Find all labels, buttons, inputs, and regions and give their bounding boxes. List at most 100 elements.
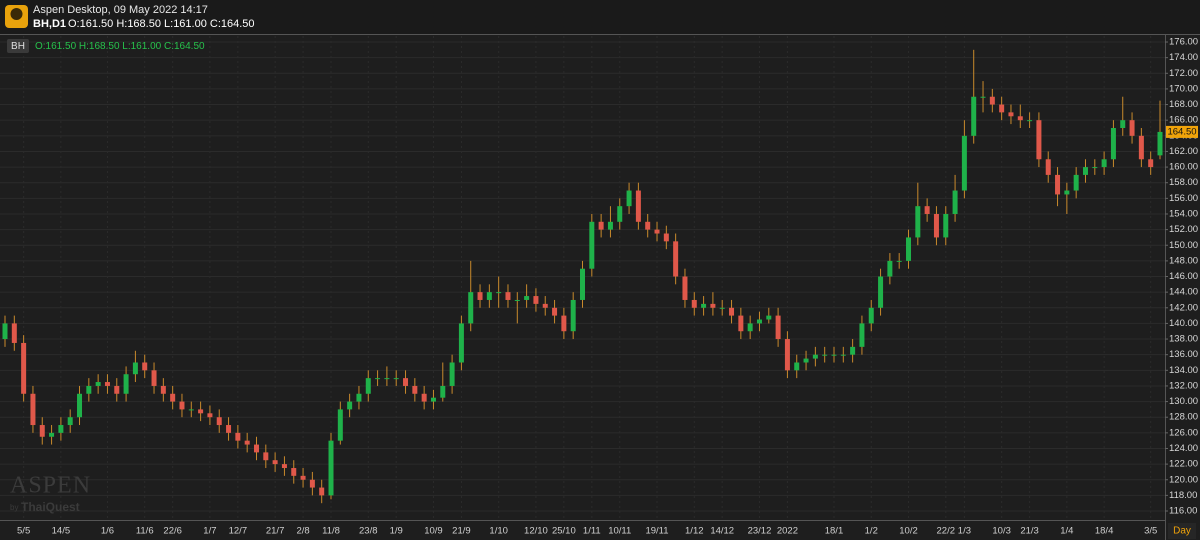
chart-ohlc: O:161.50 H:168.50 L:161.00 C:164.50: [35, 41, 205, 52]
x-tick-label: 21/9: [452, 526, 471, 537]
x-tick-label: 1/7: [203, 526, 216, 537]
candle-body: [952, 190, 958, 214]
candle-body: [123, 374, 129, 394]
candle-body: [887, 260, 893, 277]
candle-body: [868, 307, 874, 324]
x-tick-label: 1/4: [1060, 526, 1073, 537]
y-tick-label: 138.00: [1169, 334, 1198, 345]
candle-body: [719, 307, 725, 309]
candle-body: [580, 268, 585, 300]
x-tick-label: 23/12: [748, 526, 772, 537]
candle-body: [151, 370, 157, 386]
y-tick-label: 150.00: [1169, 240, 1198, 251]
candle-body: [756, 319, 762, 324]
last-price-box: [1166, 125, 1198, 138]
candle-body: [710, 303, 716, 308]
candle-body: [784, 339, 790, 371]
candle-body: [607, 221, 613, 230]
candle-body: [319, 487, 325, 496]
y-tick-label: 160.00: [1169, 162, 1198, 173]
candle-body: [840, 354, 846, 356]
y-tick-label: 148.00: [1169, 255, 1198, 266]
x-tick-label: 10/3: [992, 526, 1011, 537]
candle-body: [1073, 174, 1079, 191]
x-tick-label: 23/8: [359, 526, 378, 537]
x-tick-label: 10/9: [424, 526, 443, 537]
candle-body: [691, 299, 697, 308]
watermark-by: by: [10, 503, 18, 512]
candle-body: [617, 206, 623, 222]
y-tick-label: 136.00: [1169, 349, 1198, 360]
x-tick-label: 2022: [777, 526, 798, 537]
candle-body: [943, 213, 949, 238]
candle-body: [1101, 159, 1107, 168]
x-tick-label: 11/6: [136, 526, 154, 537]
watermark-company: ThaiQuest: [21, 500, 80, 514]
candle-body: [747, 323, 753, 332]
chart-symbol: BH: [11, 41, 25, 52]
watermark-brand: ASPEN: [10, 473, 91, 499]
candle-body: [347, 401, 353, 410]
x-tick-label: 11/8: [322, 526, 340, 537]
period-label[interactable]: Day: [1173, 526, 1191, 537]
y-tick-label: 120.00: [1169, 474, 1198, 485]
candle-body: [328, 440, 334, 496]
candles: [2, 49, 1163, 504]
candle-body: [999, 104, 1005, 113]
candle-body: [896, 260, 902, 262]
y-tick-label: 130.00: [1169, 396, 1198, 407]
candle-body: [766, 315, 772, 320]
candle-body: [729, 307, 735, 316]
candle-body: [812, 354, 818, 359]
candle-body: [486, 292, 492, 300]
candle-body: [822, 354, 828, 356]
candle-body: [95, 382, 101, 386]
candle-body: [598, 221, 604, 230]
x-tick-label: 2/8: [296, 526, 309, 537]
candle-body: [626, 190, 632, 207]
y-tick-label: 168.00: [1169, 99, 1198, 110]
x-tick-label: 19/11: [645, 526, 668, 537]
period-box: [1168, 523, 1196, 539]
y-tick-label: 140.00: [1169, 318, 1198, 329]
candle-body: [170, 393, 176, 402]
last-price-label: 164.50: [1167, 126, 1196, 137]
candle-body: [850, 346, 856, 355]
candle-body: [514, 299, 520, 301]
candle-body: [300, 475, 306, 480]
candle-body: [132, 362, 138, 375]
x-tick-label: 22/2: [937, 526, 956, 537]
y-tick-label: 176.00: [1169, 37, 1198, 48]
y-tick-label: 170.00: [1169, 83, 1198, 94]
candle-body: [412, 385, 418, 394]
y-tick-label: 154.00: [1169, 208, 1198, 219]
axes: 116.00 118.00 120.00 122.00 124.00 126.00 128.…: [17, 37, 1198, 537]
candle-body: [505, 292, 511, 300]
y-tick-label: 126.00: [1169, 427, 1198, 438]
candle-body: [86, 385, 92, 394]
x-tick-label: 18/1: [825, 526, 844, 537]
symbol-label: BH,D1: [33, 18, 66, 30]
candle-body: [337, 409, 343, 441]
candle-body: [281, 464, 287, 469]
candle-body: [58, 425, 64, 433]
x-tick-label: 12/7: [229, 526, 248, 537]
candle-body: [477, 292, 483, 300]
x-tick-label: 1/2: [865, 526, 878, 537]
y-tick-label: 122.00: [1169, 459, 1198, 470]
candle-body: [775, 315, 781, 340]
x-tick-label: 14/12: [710, 526, 734, 537]
candle-body: [356, 393, 362, 402]
y-tick-label: 116.00: [1169, 506, 1197, 517]
candle-body: [440, 385, 446, 398]
candle-body: [794, 362, 800, 371]
candle-body: [1129, 120, 1135, 136]
candle-body: [552, 307, 558, 316]
candle-body: [1036, 120, 1042, 160]
x-tick-label: 18/4: [1095, 526, 1114, 537]
candle-body: [533, 296, 539, 304]
window-title: Aspen Desktop, 09 May 2022 14:17: [33, 4, 208, 16]
candle-body: [114, 385, 120, 394]
